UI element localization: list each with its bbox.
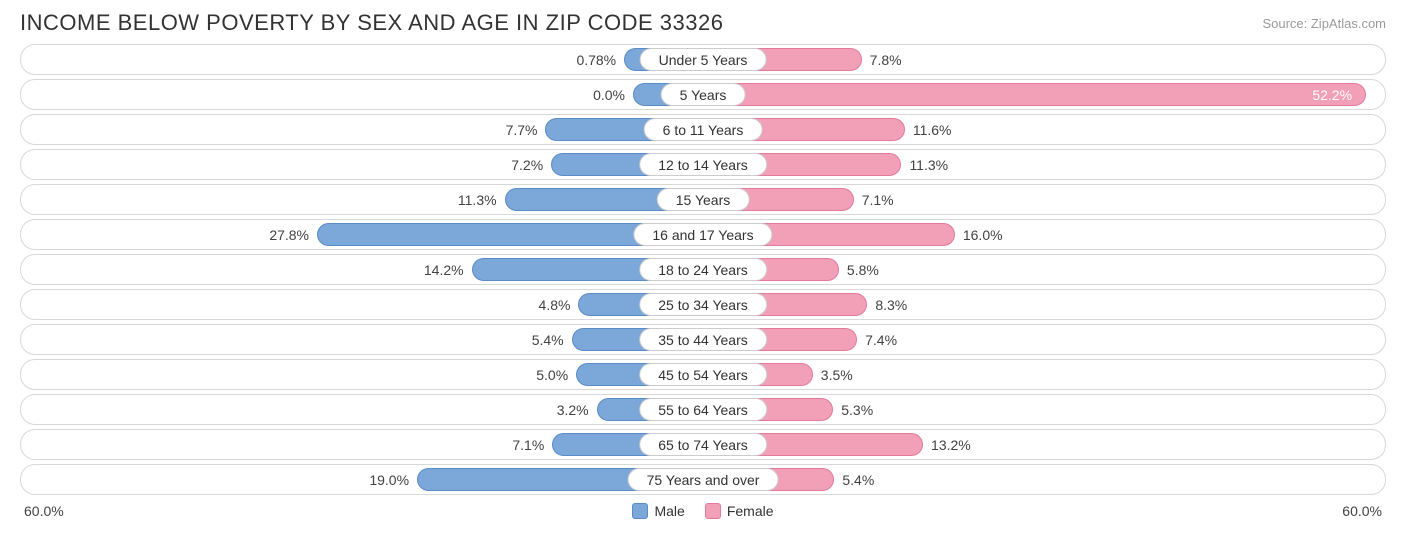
female-half: 5.8% — [703, 255, 1385, 284]
female-value: 8.3% — [875, 290, 907, 319]
male-half: 27.8% — [21, 220, 703, 249]
legend-male-label: Male — [654, 503, 684, 519]
female-bar — [703, 83, 1366, 106]
chart-header: INCOME BELOW POVERTY BY SEX AND AGE IN Z… — [0, 0, 1406, 44]
category-pill: Under 5 Years — [640, 48, 767, 71]
row-track: 7.7% 11.6% 6 to 11 Years — [20, 114, 1386, 145]
male-value: 5.0% — [536, 360, 568, 389]
chart-footer: 60.0% Male Female 60.0% — [0, 499, 1406, 519]
male-value: 11.3% — [458, 185, 497, 214]
male-half: 0.78% — [21, 45, 703, 74]
category-pill: 45 to 54 Years — [639, 363, 767, 386]
female-value: 13.2% — [931, 430, 971, 459]
male-half: 0.0% — [21, 80, 703, 109]
male-value: 0.0% — [593, 80, 625, 109]
female-value: 5.3% — [841, 395, 873, 424]
female-half: 11.6% — [703, 115, 1385, 144]
female-value: 11.6% — [913, 115, 952, 144]
row-track: 14.2% 5.8% 18 to 24 Years — [20, 254, 1386, 285]
row-track: 11.3% 7.1% 15 Years — [20, 184, 1386, 215]
row-track: 5.0% 3.5% 45 to 54 Years — [20, 359, 1386, 390]
female-value: 7.4% — [865, 325, 897, 354]
male-half: 3.2% — [21, 395, 703, 424]
category-pill: 25 to 34 Years — [639, 293, 767, 316]
male-value: 4.8% — [539, 290, 571, 319]
chart-title: INCOME BELOW POVERTY BY SEX AND AGE IN Z… — [20, 10, 723, 36]
row-track: 4.8% 8.3% 25 to 34 Years — [20, 289, 1386, 320]
row-track: 0.78% 7.8% Under 5 Years — [20, 44, 1386, 75]
female-half: 16.0% — [703, 220, 1385, 249]
category-pill: 75 Years and over — [628, 468, 779, 491]
category-pill: 18 to 24 Years — [639, 258, 767, 281]
female-value: 52.2% — [1312, 80, 1352, 109]
female-value: 3.5% — [821, 360, 853, 389]
category-pill: 12 to 14 Years — [639, 153, 767, 176]
row-track: 19.0% 5.4% 75 Years and over — [20, 464, 1386, 495]
male-half: 14.2% — [21, 255, 703, 284]
axis-label-left: 60.0% — [24, 503, 64, 519]
male-half: 7.2% — [21, 150, 703, 179]
male-half: 7.7% — [21, 115, 703, 144]
male-value: 0.78% — [576, 45, 616, 74]
male-value: 14.2% — [424, 255, 464, 284]
female-half: 3.5% — [703, 360, 1385, 389]
legend: Male Female — [632, 503, 773, 519]
row-track: 5.4% 7.4% 35 to 44 Years — [20, 324, 1386, 355]
female-half: 8.3% — [703, 290, 1385, 319]
category-pill: 15 Years — [657, 188, 750, 211]
male-value: 19.0% — [369, 465, 409, 494]
category-pill: 16 and 17 Years — [633, 223, 772, 246]
female-half: 5.3% — [703, 395, 1385, 424]
legend-female-label: Female — [727, 503, 774, 519]
legend-male: Male — [632, 503, 684, 519]
row-track: 3.2% 5.3% 55 to 64 Years — [20, 394, 1386, 425]
male-half: 11.3% — [21, 185, 703, 214]
female-value: 5.4% — [842, 465, 874, 494]
male-value: 5.4% — [532, 325, 564, 354]
female-value: 7.8% — [870, 45, 902, 74]
category-pill: 5 Years — [661, 83, 746, 106]
row-track: 7.1% 13.2% 65 to 74 Years — [20, 429, 1386, 460]
male-value: 27.8% — [269, 220, 309, 249]
category-pill: 65 to 74 Years — [639, 433, 767, 456]
female-half: 7.8% — [703, 45, 1385, 74]
row-track: 0.0% 52.2% 5 Years — [20, 79, 1386, 110]
row-track: 27.8% 16.0% 16 and 17 Years — [20, 219, 1386, 250]
male-swatch — [632, 503, 648, 519]
female-half: 11.3% — [703, 150, 1385, 179]
female-value: 11.3% — [909, 150, 948, 179]
male-half: 4.8% — [21, 290, 703, 319]
male-half: 7.1% — [21, 430, 703, 459]
category-pill: 35 to 44 Years — [639, 328, 767, 351]
female-half: 13.2% — [703, 430, 1385, 459]
female-half: 52.2% — [703, 80, 1385, 109]
category-pill: 6 to 11 Years — [644, 118, 763, 141]
female-half: 7.4% — [703, 325, 1385, 354]
category-pill: 55 to 64 Years — [639, 398, 767, 421]
male-half: 19.0% — [21, 465, 703, 494]
male-half: 5.4% — [21, 325, 703, 354]
male-value: 3.2% — [557, 395, 589, 424]
female-value: 5.8% — [847, 255, 879, 284]
female-swatch — [705, 503, 721, 519]
chart-source: Source: ZipAtlas.com — [1262, 16, 1386, 31]
legend-female: Female — [705, 503, 774, 519]
male-value: 7.7% — [506, 115, 538, 144]
female-value: 16.0% — [963, 220, 1003, 249]
chart-body: 0.78% 7.8% Under 5 Years 0.0% 52.2% 5 Years 7.… — [0, 44, 1406, 495]
female-half: 5.4% — [703, 465, 1385, 494]
female-half: 7.1% — [703, 185, 1385, 214]
row-track: 7.2% 11.3% 12 to 14 Years — [20, 149, 1386, 180]
male-value: 7.2% — [511, 150, 543, 179]
male-half: 5.0% — [21, 360, 703, 389]
female-value: 7.1% — [862, 185, 894, 214]
axis-label-right: 60.0% — [1342, 503, 1382, 519]
male-value: 7.1% — [512, 430, 544, 459]
